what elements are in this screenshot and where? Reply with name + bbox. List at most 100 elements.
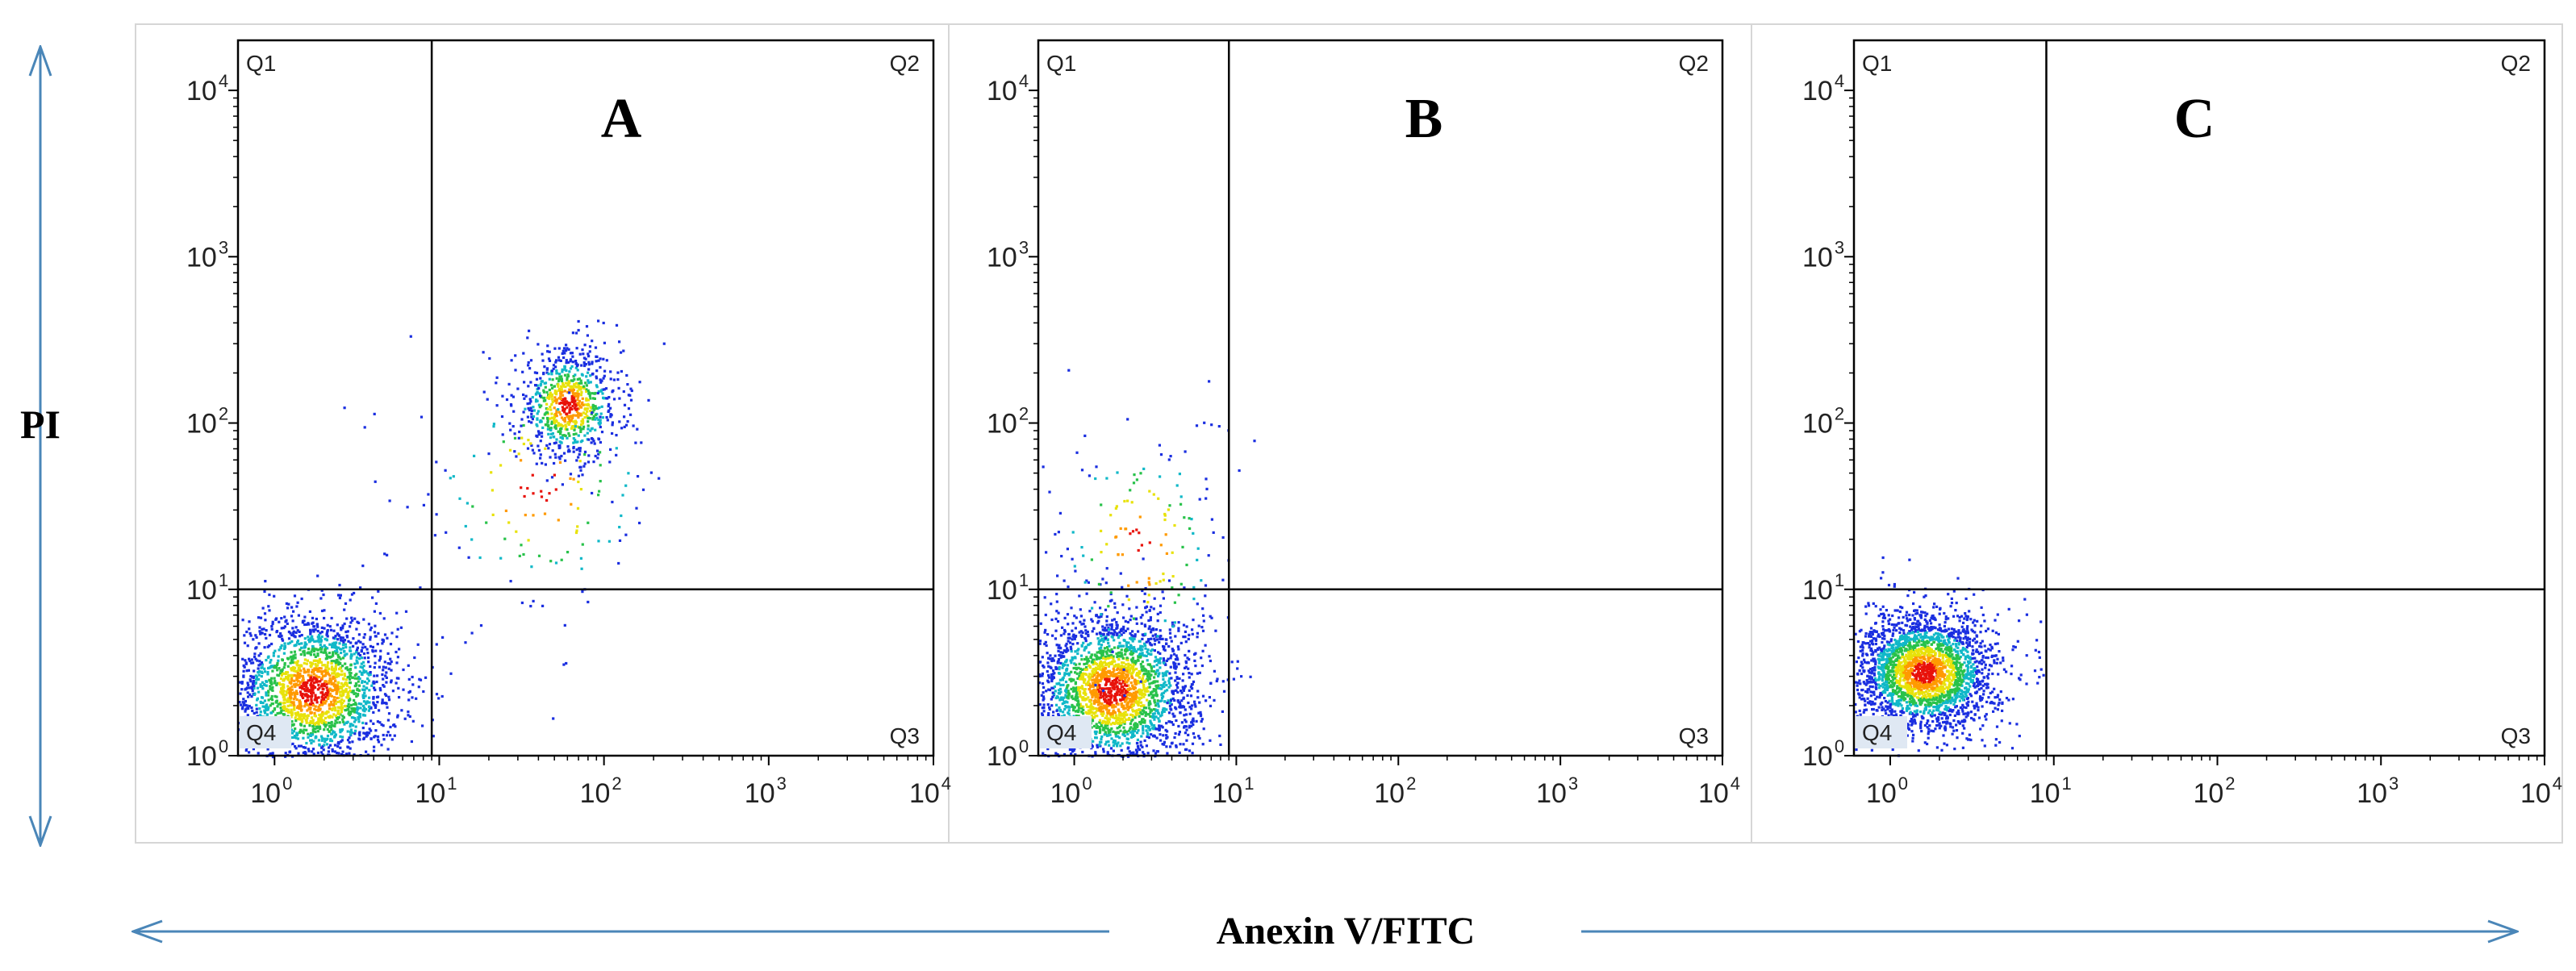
panel-b-event-dot <box>1044 613 1047 617</box>
panel-b-event-dot <box>1088 678 1091 681</box>
panel-a-event-dot <box>527 406 530 410</box>
panel-a-event-dot <box>566 347 569 350</box>
panel-b-event-dot <box>1168 704 1171 707</box>
panel-b-event-dot <box>1183 726 1186 729</box>
panel-b-event-dot <box>1161 709 1165 712</box>
panel-b-event-dot <box>1066 686 1069 690</box>
panel-a-event-dot <box>349 681 353 685</box>
panel-a-event-dot <box>555 372 558 375</box>
panel-a-event-dot <box>400 709 403 712</box>
panel-a-event-dot <box>560 558 563 561</box>
panel-a-event-dot <box>574 381 578 385</box>
panel-a-event-dot <box>560 402 563 405</box>
panel-b-event-dot <box>1055 610 1058 613</box>
panel-b-event-dot <box>1177 662 1180 665</box>
panel-a-event-dot <box>290 711 294 715</box>
panel-a-event-dot <box>324 702 327 705</box>
panel-a-event-dot <box>338 668 341 671</box>
panel-a-event-dot <box>319 735 324 738</box>
panel-b-event-dot <box>1063 701 1066 705</box>
panel-a-event-dot <box>517 452 520 456</box>
panel-a-event-dot <box>618 397 621 400</box>
panel-a-event-dot <box>302 731 305 735</box>
panel-b-event-dot <box>1141 661 1144 664</box>
panel-a-event-dot <box>303 637 307 640</box>
panel-a-event-dot <box>300 708 303 711</box>
panel-a-event-dot <box>267 706 270 709</box>
panel-b-event-dot <box>1185 713 1188 716</box>
panel-a-event-dot <box>340 705 343 708</box>
panel-a-event-dot <box>257 667 260 670</box>
panel-a-event-dot <box>618 539 622 542</box>
panel-b-event-dot <box>1043 631 1046 634</box>
panel-a-event-dot <box>572 420 575 423</box>
panel-a-event-dot <box>290 692 293 695</box>
panel-b-event-dot <box>1129 619 1132 622</box>
panel-a-event-dot <box>319 720 322 723</box>
panel-a-event-dot <box>647 398 650 402</box>
panel-a-event-dot <box>325 653 328 656</box>
panel-b-event-dot <box>1159 652 1162 655</box>
panel-a-event-dot <box>581 543 584 546</box>
panel-a-event-dot <box>307 736 310 739</box>
panel-a-x-tick-label-0: 100 <box>250 773 292 809</box>
panel-b-event-dot <box>1065 642 1068 646</box>
panel-a-event-dot <box>395 681 398 685</box>
panel-b-event-dot <box>1154 691 1158 694</box>
panel-b-event-dot <box>1108 744 1111 747</box>
panel-a-event-dot <box>422 690 425 694</box>
panel-a-event-dot <box>565 349 568 352</box>
panel-a-event-dot <box>296 706 299 710</box>
panel-a-event-dot <box>620 351 623 354</box>
panel-a-event-dot <box>334 679 337 682</box>
panel-a-event-dot <box>299 723 303 726</box>
panel-b-event-dot <box>1194 665 1197 668</box>
panel-a-event-dot <box>283 701 286 705</box>
panel-b-event-dot <box>1077 715 1080 718</box>
panel-b-event-dot <box>1146 686 1150 690</box>
panel-a-event-dot <box>507 521 511 524</box>
panel-a-event-dot <box>580 402 583 406</box>
panel-b-event-dot <box>1040 694 1043 697</box>
panel-b-event-dot <box>1064 694 1067 697</box>
panel-b-event-dot <box>1185 748 1188 751</box>
panel-a-event-dot <box>561 437 564 440</box>
panel-a-event-dot <box>338 642 341 645</box>
panel-a-event-dot <box>292 698 295 701</box>
panel-a-event-dot <box>490 471 493 474</box>
panel-b-event-dot <box>1132 752 1135 756</box>
panel-a-event-dot <box>382 640 385 644</box>
panel-b-event-dot <box>1142 706 1146 710</box>
panel-a-event-dot <box>495 376 499 379</box>
panel-a-event-dot <box>562 663 566 666</box>
panel-b-event-dot <box>1146 752 1150 755</box>
panel-a-q1-label: Q1 <box>246 51 276 76</box>
panel-a-event-dot <box>321 711 324 714</box>
panel-a-event-dot <box>557 422 560 425</box>
panel-a-event-dot <box>587 424 590 427</box>
panel-b-event-dot <box>1048 657 1051 661</box>
panel-b-event-dot <box>1125 718 1128 721</box>
panel-a-event-dot <box>282 679 286 682</box>
panel-a-event-dot <box>280 687 283 690</box>
panel-a-event-dot <box>281 689 284 692</box>
panel-a-event-dot <box>353 591 356 594</box>
panel-a-event-dot <box>254 681 257 686</box>
panel-a-event-dot <box>328 716 332 719</box>
panel-a-event-dot <box>387 698 391 702</box>
panel-a-event-dot <box>285 671 288 674</box>
panel-a-event-dot <box>359 665 362 669</box>
panel-b-event-dot <box>1137 701 1140 704</box>
panel-b-event-dot <box>1083 625 1087 628</box>
panel-b-event-dot <box>1142 752 1146 756</box>
panel-b-dots <box>1038 369 1256 758</box>
panel-b-event-dot <box>1118 711 1121 714</box>
panel-b-event-dot <box>1078 692 1082 695</box>
panel-a-event-dot <box>433 534 436 537</box>
panel-b-event-dot <box>1230 661 1234 664</box>
panel-a-event-dot <box>303 623 307 627</box>
panel-a-event-dot <box>512 410 516 413</box>
panel-a-event-dot <box>376 674 379 677</box>
panel-b-event-dot <box>1121 654 1124 657</box>
panel-a-event-dot <box>391 690 395 693</box>
